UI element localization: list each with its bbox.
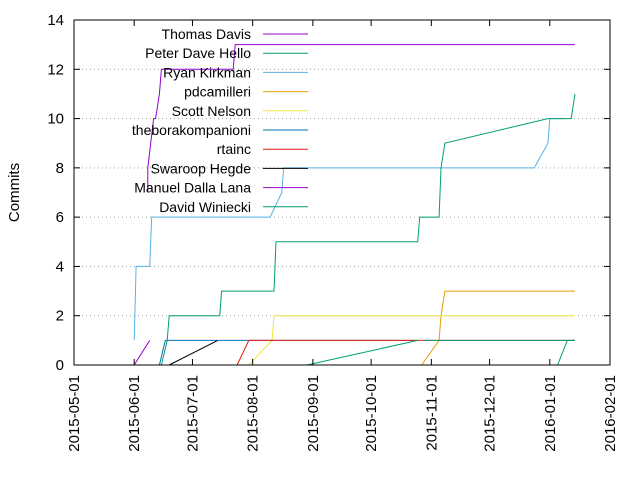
plot-frame (73, 19, 611, 366)
x-tick-label: 2015-05-01 (66, 375, 83, 452)
legend-label: Thomas Davis (162, 26, 251, 42)
series-line-9 (160, 93, 576, 366)
y-tick-label: 10 (47, 111, 64, 128)
series-line-5 (158, 339, 418, 366)
x-tick-label: 2015-07-01 (184, 375, 201, 452)
legend-label: Manuel Dalla Lana (134, 180, 251, 196)
y-tick-label: 4 (56, 258, 64, 275)
y-tick-label: 2 (56, 308, 64, 325)
legend: Thomas Davis Peter Dave Hello Ryan Kirkman… (132, 26, 308, 215)
legend-label: Swaroop Hegde (151, 160, 252, 176)
series-line-8 (133, 340, 151, 366)
series-line-4 (248, 315, 575, 366)
y-tick-label: 0 (56, 357, 64, 374)
series-line-2 (133, 118, 564, 341)
series-line-1 (557, 339, 575, 366)
legend-label: Peter Dave Hello (145, 45, 251, 61)
legend-label: pdcamilleri (184, 84, 251, 100)
series-line-0 (147, 44, 575, 193)
y-axis-title: Commits (6, 163, 23, 222)
legend-label: rtainc (217, 141, 251, 157)
x-tick-label: 2015-09-01 (305, 375, 322, 452)
series-line-3 (421, 290, 575, 366)
y-tick-label: 8 (56, 160, 64, 177)
x-tick-label: 2015-12-01 (482, 375, 499, 452)
series-line-7 (168, 339, 218, 366)
y-tick-label: 6 (56, 209, 64, 226)
x-tick-label: 2015-11-01 (423, 375, 440, 451)
x-tick-label: 2016-02-01 (602, 375, 619, 452)
series-line-10 (306, 339, 418, 366)
y-tick-label: 12 (47, 61, 64, 78)
legend-label: David Winiecki (159, 199, 251, 215)
legend-label: Scott Nelson (172, 103, 251, 119)
series-line-6 (236, 339, 575, 366)
x-tick-label: 2015-08-01 (245, 375, 262, 452)
y-tick-label: 14 (47, 12, 64, 29)
series-layer (133, 44, 576, 366)
legend-label: Ryan Kirkman (163, 64, 251, 80)
legend-label: theborakompanioni (132, 122, 251, 138)
x-tick-label: 2016-01-01 (542, 375, 559, 452)
axis-ticks: 0 2 4 6 8 10 12 14 2015-05-01 2015-06-01 2015-07-0… (47, 12, 619, 452)
x-tick-label: 2015-10-01 (363, 375, 380, 452)
x-tick-label: 2015-06-01 (126, 375, 143, 452)
